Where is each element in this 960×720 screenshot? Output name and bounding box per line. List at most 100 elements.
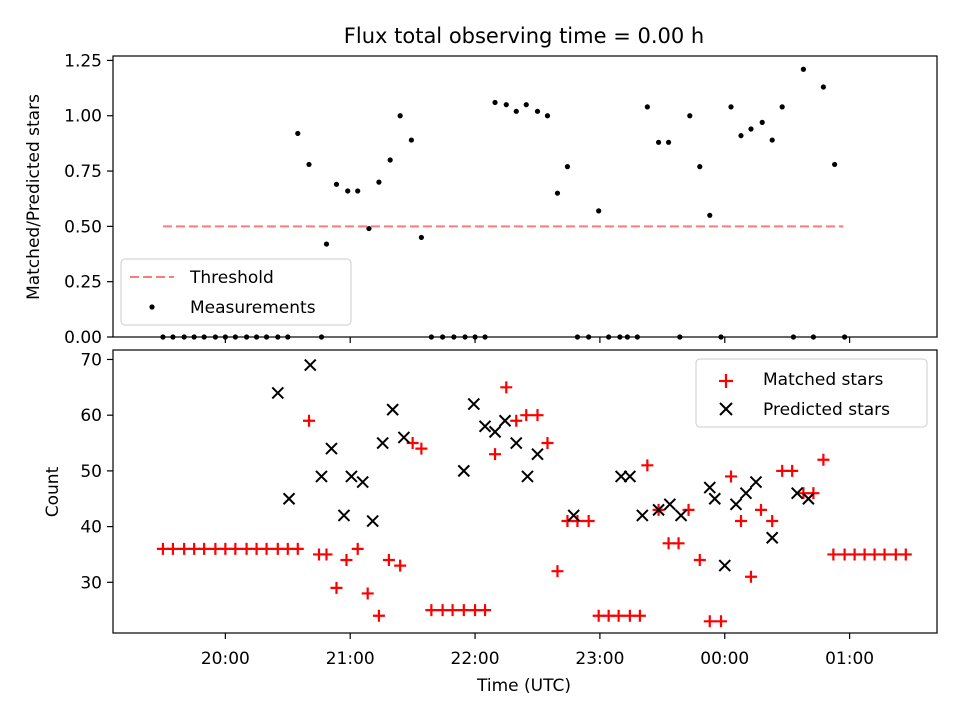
measurement-point bbox=[790, 334, 797, 340]
matched-point bbox=[198, 542, 211, 555]
matched-point bbox=[672, 537, 685, 550]
legend-matched-label: Matched stars bbox=[763, 370, 883, 390]
measurement-point bbox=[285, 334, 291, 340]
predicted-point bbox=[703, 481, 716, 494]
matched-point bbox=[291, 542, 304, 555]
matched-point bbox=[703, 615, 716, 628]
matched-point bbox=[166, 542, 179, 555]
x-tick-label: 23:00 bbox=[575, 649, 624, 669]
predicted-point bbox=[729, 498, 743, 511]
measurement-point bbox=[759, 119, 765, 125]
measurement-point bbox=[810, 334, 817, 340]
predicted-point bbox=[478, 420, 492, 433]
predicted-point bbox=[397, 431, 411, 444]
count-y-axis: 30 40 50 60 70 bbox=[80, 350, 113, 593]
measurement-point bbox=[318, 334, 325, 340]
matched-point bbox=[551, 565, 564, 578]
measurement-point bbox=[323, 241, 330, 247]
measurement-point bbox=[820, 84, 826, 90]
matched-point bbox=[229, 542, 242, 555]
measurement-point bbox=[492, 99, 498, 106]
measurement-point bbox=[191, 334, 197, 340]
ratio-y-tick-label: 0.25 bbox=[64, 273, 102, 293]
measurement-point bbox=[222, 334, 228, 340]
predicted-point bbox=[315, 470, 328, 483]
measurement-point bbox=[697, 164, 703, 170]
measurement-point bbox=[707, 212, 713, 218]
predicted-point bbox=[337, 509, 351, 522]
measurement-point bbox=[665, 139, 672, 145]
x-tick-label: 01:00 bbox=[825, 649, 874, 669]
measurement-point bbox=[397, 113, 403, 119]
measurement-point bbox=[564, 164, 571, 170]
predicted-point bbox=[623, 470, 637, 483]
measurement-point bbox=[779, 104, 785, 110]
measurement-point bbox=[718, 334, 724, 340]
predicted-point bbox=[739, 486, 753, 500]
measurement-point bbox=[574, 334, 581, 340]
measurement-point bbox=[253, 334, 260, 340]
count-plot: 30 40 50 60 70 20:00 21:00 22:00 23:00 00:00 01:0… bbox=[43, 349, 938, 696]
ratio-y-tick-label: 0.00 bbox=[64, 328, 102, 348]
measurement-point bbox=[544, 113, 551, 119]
matched-point bbox=[415, 442, 428, 455]
matched-point bbox=[541, 437, 554, 450]
matched-point bbox=[446, 604, 459, 617]
count-y-tick-label: 60 bbox=[80, 406, 102, 426]
measurement-point bbox=[243, 334, 250, 340]
legend-predicted-label: Predicted stars bbox=[763, 400, 890, 420]
ratio-plot-frame bbox=[112, 55, 938, 338]
count-plot-frame bbox=[112, 349, 938, 634]
measurement-point bbox=[275, 334, 281, 340]
matched-point bbox=[394, 559, 407, 572]
measurement-point bbox=[832, 161, 838, 168]
matched-point bbox=[361, 587, 374, 600]
predicted-point bbox=[498, 414, 512, 427]
measurement-point bbox=[201, 334, 207, 340]
matched-point bbox=[582, 515, 595, 528]
matched-point bbox=[817, 453, 830, 466]
matched-point bbox=[520, 409, 533, 422]
matched-point bbox=[715, 615, 728, 628]
ratio-y-tick-label: 0.75 bbox=[64, 162, 102, 182]
matched-point bbox=[612, 609, 625, 622]
matched-point bbox=[641, 459, 654, 472]
predicted-point bbox=[282, 492, 296, 505]
measurement-point bbox=[306, 161, 312, 168]
predicted-point bbox=[790, 486, 804, 500]
predicted-point bbox=[271, 386, 285, 400]
x-tick-label: 22:00 bbox=[451, 649, 500, 669]
count-y-tick-label: 50 bbox=[80, 462, 102, 482]
matched-point bbox=[571, 515, 584, 528]
ratio-y-tick-label: 1.25 bbox=[64, 51, 102, 71]
predicted-point bbox=[325, 442, 338, 455]
x-tick-label: 20:00 bbox=[201, 649, 250, 669]
measurement-point bbox=[677, 334, 683, 340]
measurement-point bbox=[418, 234, 424, 241]
count-legend: Matched stars Predicted stars bbox=[695, 358, 928, 428]
measurement-point bbox=[333, 181, 340, 187]
measurement-point bbox=[366, 225, 372, 232]
matched-point bbox=[320, 548, 333, 561]
matched-point bbox=[340, 554, 353, 567]
measurement-point bbox=[624, 334, 630, 340]
measurement-point bbox=[170, 334, 176, 340]
matched-point bbox=[682, 503, 695, 516]
matched-point bbox=[766, 515, 779, 528]
count-y-tick-label: 70 bbox=[80, 350, 102, 370]
x-tick-label: 21:00 bbox=[326, 649, 375, 669]
predicted-points bbox=[271, 358, 815, 572]
ratio-legend: Threshold Measurements bbox=[120, 258, 352, 326]
measurement-point bbox=[534, 108, 541, 114]
legend-predicted-swatch bbox=[719, 402, 733, 416]
predicted-point bbox=[708, 492, 721, 505]
chart-title: Flux total observing time = 0.00 h bbox=[344, 24, 704, 48]
predicted-point bbox=[674, 509, 688, 522]
measurement-point bbox=[586, 334, 592, 340]
matched-point bbox=[500, 381, 513, 394]
count-x-axis: 20:00 21:00 22:00 23:00 00:00 01:00 bbox=[201, 633, 874, 669]
matched-point bbox=[744, 570, 757, 583]
measurement-point bbox=[738, 133, 744, 139]
measurement-point bbox=[451, 334, 457, 340]
